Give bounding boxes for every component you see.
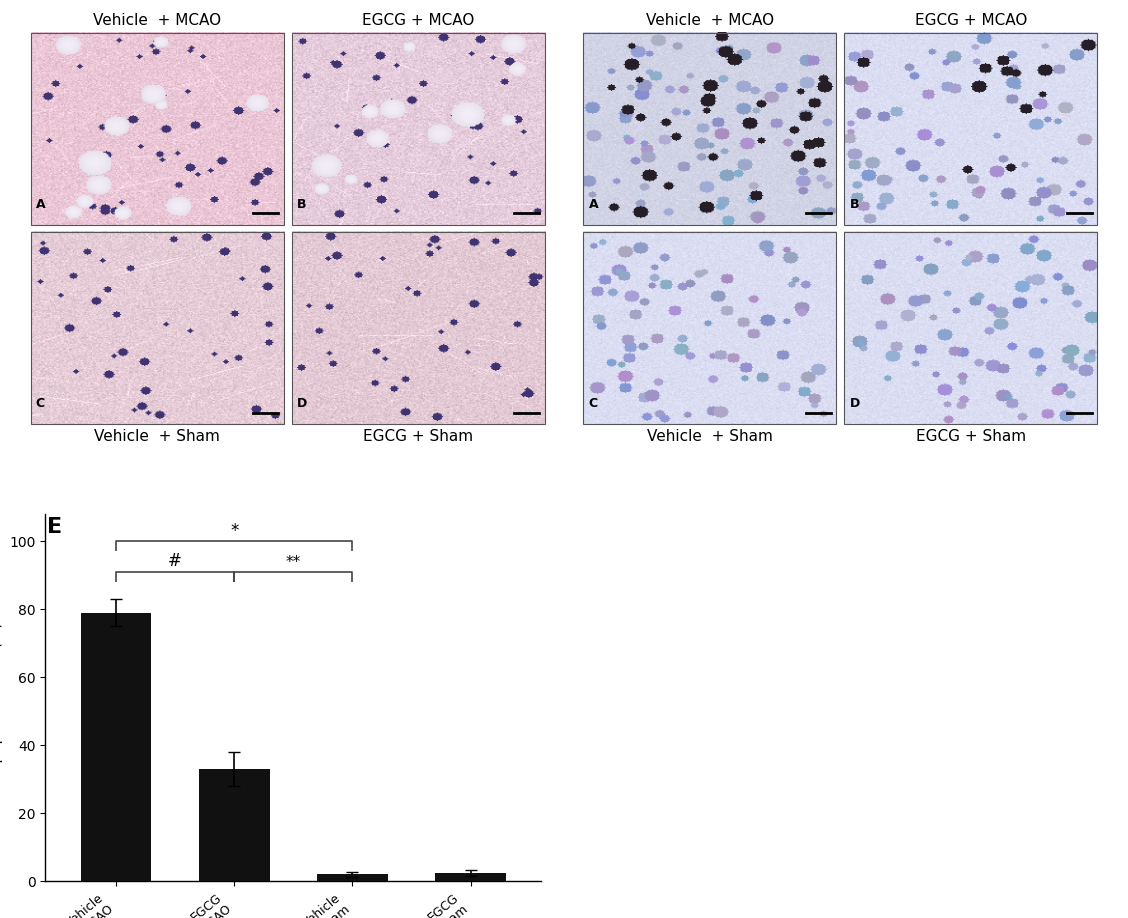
Text: B: B: [297, 198, 307, 211]
Text: EGCG + Sham: EGCG + Sham: [363, 430, 474, 444]
Text: A: A: [36, 198, 45, 211]
Text: Vehicle  + MCAO: Vehicle + MCAO: [92, 13, 221, 28]
Bar: [30, 232, 283, 424]
Bar: [317, 875, 388, 881]
Text: *: *: [230, 521, 238, 540]
Text: Vehicle  + MCAO: Vehicle + MCAO: [645, 13, 774, 28]
Text: D: D: [849, 397, 860, 410]
Bar: [199, 769, 270, 881]
Bar: [435, 873, 506, 881]
Bar: [583, 33, 836, 225]
Text: EGCG + MCAO: EGCG + MCAO: [362, 13, 475, 28]
Text: E: E: [47, 518, 63, 537]
Text: A: A: [589, 198, 598, 211]
Bar: [80, 612, 151, 881]
Text: B: B: [849, 198, 860, 211]
Bar: [30, 33, 283, 225]
Bar: [845, 232, 1098, 424]
Text: C: C: [36, 397, 45, 410]
Y-axis label: Apoptotic index (%): Apoptotic index (%): [0, 622, 3, 773]
Text: EGCG + Sham: EGCG + Sham: [916, 430, 1026, 444]
Text: EGCG + MCAO: EGCG + MCAO: [915, 13, 1028, 28]
Text: C: C: [589, 397, 598, 410]
Bar: [292, 232, 545, 424]
Text: #: #: [168, 553, 182, 570]
Bar: [292, 33, 545, 225]
Bar: [845, 33, 1098, 225]
Text: D: D: [297, 397, 307, 410]
Text: Vehicle  + Sham: Vehicle + Sham: [646, 430, 773, 444]
Bar: [583, 232, 836, 424]
Text: Vehicle  + Sham: Vehicle + Sham: [94, 430, 220, 444]
Text: **: **: [285, 555, 301, 570]
